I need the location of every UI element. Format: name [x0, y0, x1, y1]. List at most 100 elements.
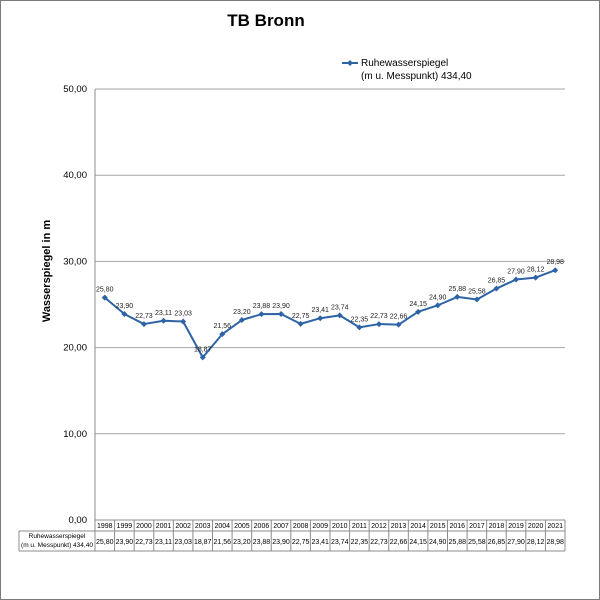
data-point-2009	[317, 315, 324, 322]
table-year-2008: 2008	[293, 523, 309, 530]
table-year-2018: 2018	[489, 523, 505, 530]
table-year-2002: 2002	[175, 523, 191, 530]
table-row-label-line1: Ruhewasserspiegel	[29, 533, 86, 540]
table-value-2006: 23,88	[253, 539, 271, 546]
table-year-2010: 2010	[332, 523, 348, 530]
data-label-2018: 26,85	[488, 278, 506, 285]
table-value-2010: 23,74	[331, 539, 349, 546]
data-label-2010: 23,74	[331, 304, 349, 311]
data-label-2006: 23,88	[253, 303, 271, 310]
table-year-2000: 2000	[136, 523, 152, 530]
legend-series-name-line2: (m u. Messpunkt) 434,40	[361, 71, 472, 82]
table-year-2013: 2013	[391, 523, 407, 530]
table-value-2009: 23,41	[311, 539, 329, 546]
data-point-2017	[473, 296, 480, 303]
table-value-2003: 18,87	[194, 539, 212, 546]
data-label-2005: 23,20	[233, 309, 251, 316]
data-point-2010	[336, 312, 343, 319]
table-value-2001: 23,11	[155, 539, 172, 546]
table-value-2002: 23,03	[174, 539, 192, 546]
data-point-2019	[513, 276, 520, 283]
table-row-label-line2: (m u. Messpunkt) 434,40	[21, 542, 93, 549]
table-value-2016: 25,88	[449, 539, 467, 546]
y-tick-label: 0,00	[69, 515, 88, 526]
table-year-2001: 2001	[156, 523, 172, 530]
table-value-1998: 25,80	[96, 539, 114, 546]
data-point-2011	[356, 324, 363, 331]
data-label-2003: 18,87	[194, 346, 212, 353]
legend: Ruhewasserspiegel (m u. Messpunkt) 434,4…	[342, 58, 472, 82]
data-point-1998	[101, 294, 108, 301]
data-label-2017: 25,58	[468, 289, 486, 296]
table-value-2014: 24,15	[409, 539, 427, 546]
table-year-2017: 2017	[469, 523, 485, 530]
data-label-2016: 25,88	[449, 286, 467, 293]
chart-title: TB Bronn	[227, 11, 304, 30]
table-value-2013: 22,66	[390, 539, 408, 546]
table-year-2016: 2016	[450, 523, 466, 530]
data-point-2006	[258, 311, 265, 318]
y-tick-labels: 0,00 10,00 20,00 30,00 40,00 50,00	[63, 84, 87, 526]
data-point-2002	[180, 318, 187, 325]
series-polyline	[104, 269, 556, 359]
table-value-2004: 21,56	[214, 539, 232, 546]
table-value-2020: 28,12	[527, 539, 545, 546]
y-tick-label: 50,00	[63, 84, 87, 95]
table-year-2003: 2003	[195, 523, 211, 530]
table-year-2004: 2004	[215, 523, 231, 530]
data-point-2020	[532, 274, 539, 281]
series-points	[101, 267, 559, 361]
y-tick-label: 40,00	[63, 170, 87, 181]
data-point-2016	[454, 293, 461, 300]
table-value-2008: 22,75	[292, 539, 310, 546]
table-value-2005: 23,20	[233, 539, 251, 546]
data-label-2015: 24,90	[429, 294, 447, 301]
data-point-2007	[278, 310, 285, 317]
data-point-1999	[121, 310, 128, 317]
table-year-1998: 1998	[97, 523, 113, 530]
table-year-2009: 2009	[312, 523, 328, 530]
y-tick-label: 20,00	[63, 343, 87, 354]
data-point-2003	[199, 354, 206, 361]
table-year-2015: 2015	[430, 523, 446, 530]
data-label-2012: 22,73	[370, 313, 388, 320]
data-label-2013: 22,66	[390, 314, 408, 321]
table-value-1999: 23,90	[116, 539, 134, 546]
legend-series-name-line1: Ruhewasserspiegel	[361, 58, 448, 69]
data-point-2001	[160, 317, 167, 324]
y-tick-label: 30,00	[63, 256, 87, 267]
legend-diamond-marker	[347, 60, 353, 66]
table-value-2018: 26,85	[488, 539, 506, 546]
data-label-2020: 28,12	[527, 267, 545, 274]
y-tick-label: 10,00	[63, 429, 87, 440]
data-label-2019: 27,90	[507, 269, 525, 276]
table-value-2011: 22,35	[351, 539, 369, 546]
data-point-2000	[140, 321, 147, 328]
y-axis-label: Wasserspiegel in m	[41, 220, 53, 323]
data-label-2011: 22,35	[351, 316, 369, 323]
table-value-2012: 22,73	[370, 539, 388, 546]
data-point-2015	[434, 302, 441, 309]
table-year-2011: 2011	[352, 523, 367, 530]
data-table: Ruhewasserspiegel (m u. Messpunkt) 434,4…	[18, 519, 566, 552]
table-year-2021: 2021	[547, 523, 563, 530]
table-year-2012: 2012	[371, 523, 387, 530]
gridlines	[94, 88, 565, 521]
table-value-2015: 24,90	[429, 539, 447, 546]
table-value-2019: 27,90	[507, 539, 525, 546]
data-point-2004	[219, 331, 226, 338]
table-year-2007: 2007	[273, 523, 289, 530]
data-point-2018	[493, 285, 500, 292]
table-year-2019: 2019	[508, 523, 524, 530]
table-value-2017: 25,58	[468, 539, 486, 546]
table-value-2000: 22,73	[135, 539, 153, 546]
data-point-2013	[395, 321, 402, 328]
data-point-2005	[238, 317, 245, 324]
table-value-2007: 23,90	[272, 539, 290, 546]
table-year-2006: 2006	[254, 523, 270, 530]
data-label-1999: 23,90	[116, 303, 134, 310]
data-point-2021	[552, 267, 559, 274]
